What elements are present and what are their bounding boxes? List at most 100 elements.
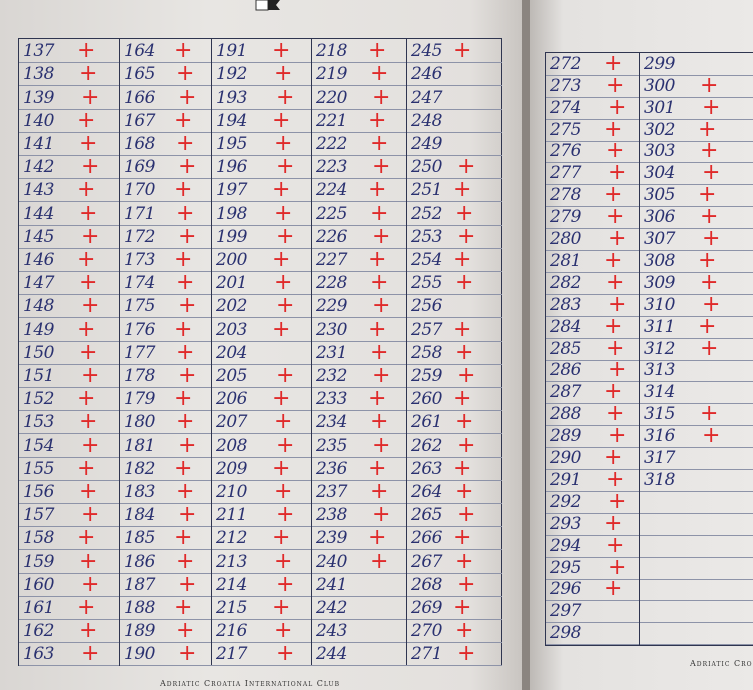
log-entry: 317 <box>640 447 753 471</box>
cross-mark: + <box>276 571 295 597</box>
log-entry: 276 + <box>546 140 639 164</box>
cross-mark: + <box>274 409 293 435</box>
entry-number: 175 <box>124 296 155 317</box>
log-entry: 197 + <box>212 178 312 203</box>
entry-number: 288 <box>550 404 581 425</box>
entry-number: 239 <box>316 528 347 549</box>
cross-mark: + <box>370 200 389 226</box>
cross-mark: + <box>372 502 391 528</box>
entry-number: 277 <box>550 163 581 184</box>
log-entry: 236 + <box>312 457 407 481</box>
log-entry: 256 <box>407 294 502 319</box>
log-entry: 293 + <box>546 512 639 536</box>
entry-number: 156 <box>23 481 54 502</box>
log-entry: 158 + <box>19 526 119 551</box>
log-column: 272 +273 +274 +275 +276 +277 +278 +279 +280 +281 +… <box>546 50 639 646</box>
log-entry: 177 + <box>120 341 212 365</box>
cross-mark: + <box>606 335 625 361</box>
entry-number: 304 <box>644 163 675 184</box>
entry-number: 147 <box>23 273 54 294</box>
log-entry: 171 + <box>120 200 212 226</box>
cross-mark: + <box>178 571 197 597</box>
cross-mark: + <box>457 432 476 458</box>
cross-mark: + <box>178 84 197 110</box>
entry-number: 249 <box>411 133 442 154</box>
log-entry: 265 + <box>407 503 502 528</box>
log-entry: 223 + <box>312 155 407 180</box>
entry-number: 247 <box>411 87 442 108</box>
entry-number: 227 <box>316 249 347 270</box>
log-entry: 199 + <box>212 225 312 249</box>
cross-mark: + <box>274 548 293 574</box>
log-entry: 307 + <box>640 228 753 252</box>
entry-number: 291 <box>550 469 581 490</box>
entry-number: 276 <box>550 141 581 162</box>
log-entry: 309 + <box>640 271 753 295</box>
entry-number: 264 <box>411 481 442 502</box>
log-entry: 252 + <box>407 201 502 226</box>
cross-mark: + <box>178 223 197 249</box>
entry-number: 220 <box>316 87 347 108</box>
log-entry: 283 + <box>546 293 639 317</box>
cross-mark: + <box>274 478 293 504</box>
cross-mark: + <box>274 270 293 296</box>
entry-number: 281 <box>550 250 581 271</box>
log-entry: 200 + <box>212 248 312 272</box>
log-entry: 266 + <box>407 526 502 551</box>
cross-mark: + <box>455 409 474 435</box>
log-entry: 186 + <box>120 549 212 574</box>
entry-number: 204 <box>216 342 247 363</box>
log-entry: 261 + <box>407 409 502 435</box>
entry-number: 186 <box>124 551 155 572</box>
log-entry: 226 + <box>312 225 407 249</box>
log-entry: 257 + <box>407 317 502 342</box>
cross-mark: + <box>176 130 195 156</box>
log-entry: 246 <box>407 62 502 87</box>
entry-number: 243 <box>316 621 347 642</box>
entry-number: 144 <box>23 203 54 224</box>
log-entry: 255 + <box>407 271 502 296</box>
entry-number: 222 <box>316 133 347 154</box>
log-entry: 315 + <box>640 403 753 427</box>
cross-mark: + <box>604 50 623 76</box>
entry-number: 297 <box>550 601 581 622</box>
entry-number: 198 <box>216 203 247 224</box>
log-entry: 243 <box>312 619 407 644</box>
entry-number: 145 <box>23 226 54 247</box>
cross-mark: + <box>176 200 195 226</box>
cross-mark: + <box>276 154 295 180</box>
entry-number: 252 <box>411 203 442 224</box>
entry-number: 162 <box>23 621 54 642</box>
cross-mark: + <box>604 445 623 471</box>
cross-mark: + <box>368 38 387 64</box>
cross-mark: + <box>372 223 391 249</box>
log-entry: 167 + <box>120 109 212 133</box>
entry-number: 268 <box>411 574 442 595</box>
entry-number: 228 <box>316 273 347 294</box>
entry-number: 275 <box>550 119 581 140</box>
cross-mark: + <box>372 293 391 319</box>
entry-number: 242 <box>316 597 347 618</box>
log-entry: 145 + <box>19 225 119 249</box>
notebook-left-page: 137 +138 +139 +140 +141 +142 +143 +144 +145 +146 +… <box>0 0 522 690</box>
entry-number: 294 <box>550 535 581 556</box>
log-entry: 202 + <box>212 294 312 319</box>
log-entry: 260 + <box>407 387 502 412</box>
log-entry: 190 + <box>120 642 212 667</box>
log-entry: 218 + <box>312 38 407 64</box>
cross-mark: + <box>372 362 391 388</box>
log-entry: 203 + <box>212 317 312 342</box>
entry-number: 236 <box>316 458 347 479</box>
entry-number: 207 <box>216 412 247 433</box>
log-entry: 263 + <box>407 457 502 481</box>
cross-mark: + <box>370 130 389 156</box>
log-entry: 193 + <box>212 85 312 110</box>
cross-mark: + <box>174 386 193 412</box>
cross-mark: + <box>702 423 721 449</box>
log-entry: 189 + <box>120 619 212 644</box>
log-entry: 178 + <box>120 364 212 388</box>
log-entry <box>640 535 753 558</box>
log-entry: 249 <box>407 132 502 156</box>
entry-number: 286 <box>550 360 581 381</box>
cross-mark: + <box>604 576 623 602</box>
